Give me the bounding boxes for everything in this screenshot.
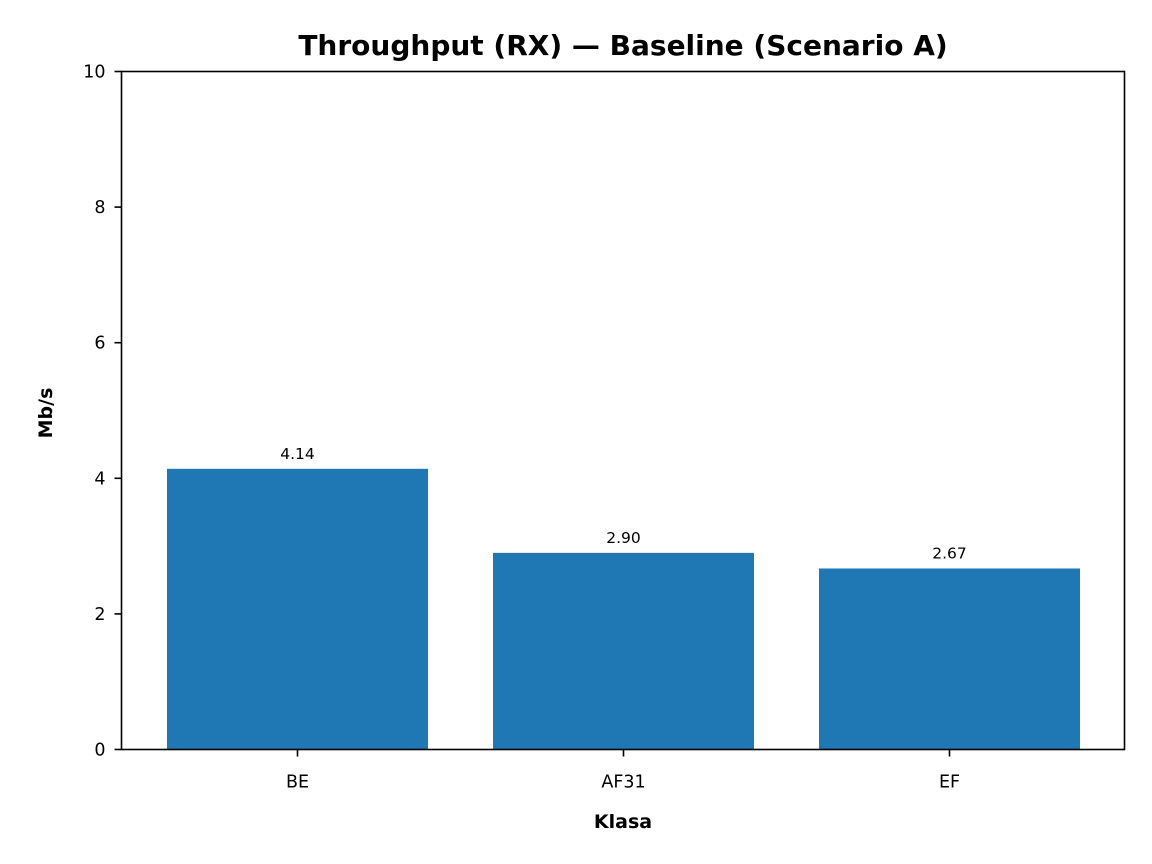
data-labels-group: 4.14 2.90 2.67 [280, 445, 967, 563]
y-tick-label: 10 [83, 63, 105, 83]
data-label-af31: 2.90 [606, 529, 641, 547]
data-label-be: 4.14 [280, 445, 315, 463]
data-label-ef: 2.67 [932, 544, 967, 562]
bar-be [167, 468, 428, 750]
chart-title: Throughput (RX) — Baseline (Scenario A) [298, 29, 947, 62]
y-tick-label: 0 [94, 741, 105, 761]
y-tick-label: 6 [94, 334, 105, 354]
y-tick-label: 8 [94, 198, 105, 218]
y-tick-label: 4 [94, 469, 105, 489]
plot-frame [120, 70, 1126, 751]
bar-af31 [493, 552, 754, 750]
y-axis-ticks: 0 2 4 6 8 10 [83, 63, 122, 761]
y-tick-label: 2 [94, 605, 105, 625]
x-tick-label-be: BE [286, 773, 309, 793]
bar-ef [819, 568, 1080, 750]
x-axis-label: Klasa [594, 811, 652, 833]
x-tick-label-ef: EF [939, 773, 960, 793]
x-tick-label-af31: AF31 [601, 773, 645, 793]
x-axis-ticks: BE AF31 EF [286, 749, 960, 793]
y-axis-label: Mb/s [35, 388, 57, 439]
bars-group [167, 468, 1080, 750]
